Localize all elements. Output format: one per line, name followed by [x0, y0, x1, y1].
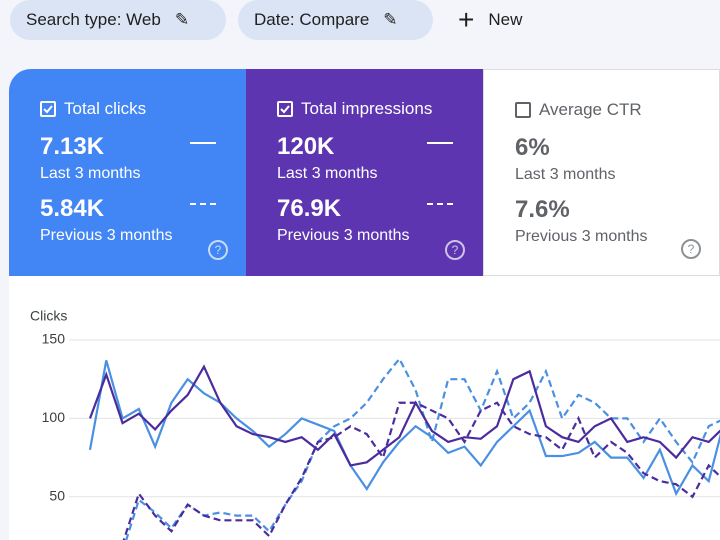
plus-icon: + [458, 4, 475, 35]
y-tick-label: 100 [42, 409, 66, 425]
series-line [88, 364, 720, 467]
metric-value: 120K [277, 133, 335, 160]
chip[interactable]: Date: Compare ✎ [238, 0, 433, 40]
legend-dashed [427, 203, 453, 205]
checkmark [280, 105, 290, 114]
series-line [122, 401, 720, 540]
metric-period: Last 3 months [40, 165, 141, 182]
metric-period: Last 3 months [515, 166, 616, 183]
metric-previous-period: Previous 3 months [277, 227, 410, 244]
chip-label: Search type: Web [26, 10, 161, 29]
metric-previous-value: 76.9K [277, 195, 342, 222]
metric-value: 6% [515, 134, 550, 161]
help-icon: ? [208, 240, 228, 260]
checkbox [40, 101, 56, 117]
checkbox-row: Total clicks [40, 99, 246, 119]
checkbox [277, 101, 293, 117]
checkbox-row: Total impressions [277, 99, 483, 119]
legend-solid [427, 142, 453, 144]
metric-label: Total impressions [301, 99, 433, 118]
chip[interactable]: Search type: Web ✎ [10, 0, 226, 40]
chart: Clicks 50 100 150 [9, 276, 720, 540]
metric-previous-value: 7.6% [515, 196, 570, 223]
checkmark [43, 105, 53, 114]
metric-previous-value: 5.84K [40, 195, 105, 222]
series-line [88, 360, 720, 497]
metric-previous-period: Previous 3 months [40, 227, 173, 244]
y-axis-label: Clicks [30, 308, 67, 324]
chart-bg [9, 276, 720, 540]
legend-solid [190, 142, 216, 144]
checkbox-row: Average CTR [515, 100, 719, 120]
metric-label: Total clicks [64, 99, 147, 118]
metric-value: 7.13K [40, 133, 105, 160]
metric-card[interactable]: Total impressions 120K Last 3 months 76.9K P… [246, 69, 483, 276]
metric-card[interactable]: Average CTR 6% Last 3 months 7.6% Previous 3… [483, 69, 720, 276]
help-icon: ? [445, 240, 465, 260]
checkbox [515, 102, 531, 118]
new-button[interactable]: + New [458, 4, 522, 36]
metric-period: Last 3 months [277, 165, 378, 182]
metric-card[interactable]: Total clicks 7.13K Last 3 months 5.84K Previ… [9, 69, 246, 276]
cards: Total clicks 7.13K Last 3 months 5.84K Previ… [9, 69, 720, 276]
edit-icon: ✎ [383, 10, 398, 29]
edit-icon: ✎ [174, 10, 190, 29]
new-label: New [488, 10, 523, 29]
y-tick-label: 50 [49, 488, 65, 504]
metric-label: Average CTR [539, 100, 642, 119]
legend-dashed [190, 203, 216, 205]
metric-previous-period: Previous 3 months [515, 228, 648, 245]
chip-label: Date: Compare [254, 10, 370, 29]
y-tick-label: 150 [42, 331, 66, 347]
help-icon: ? [681, 239, 701, 259]
